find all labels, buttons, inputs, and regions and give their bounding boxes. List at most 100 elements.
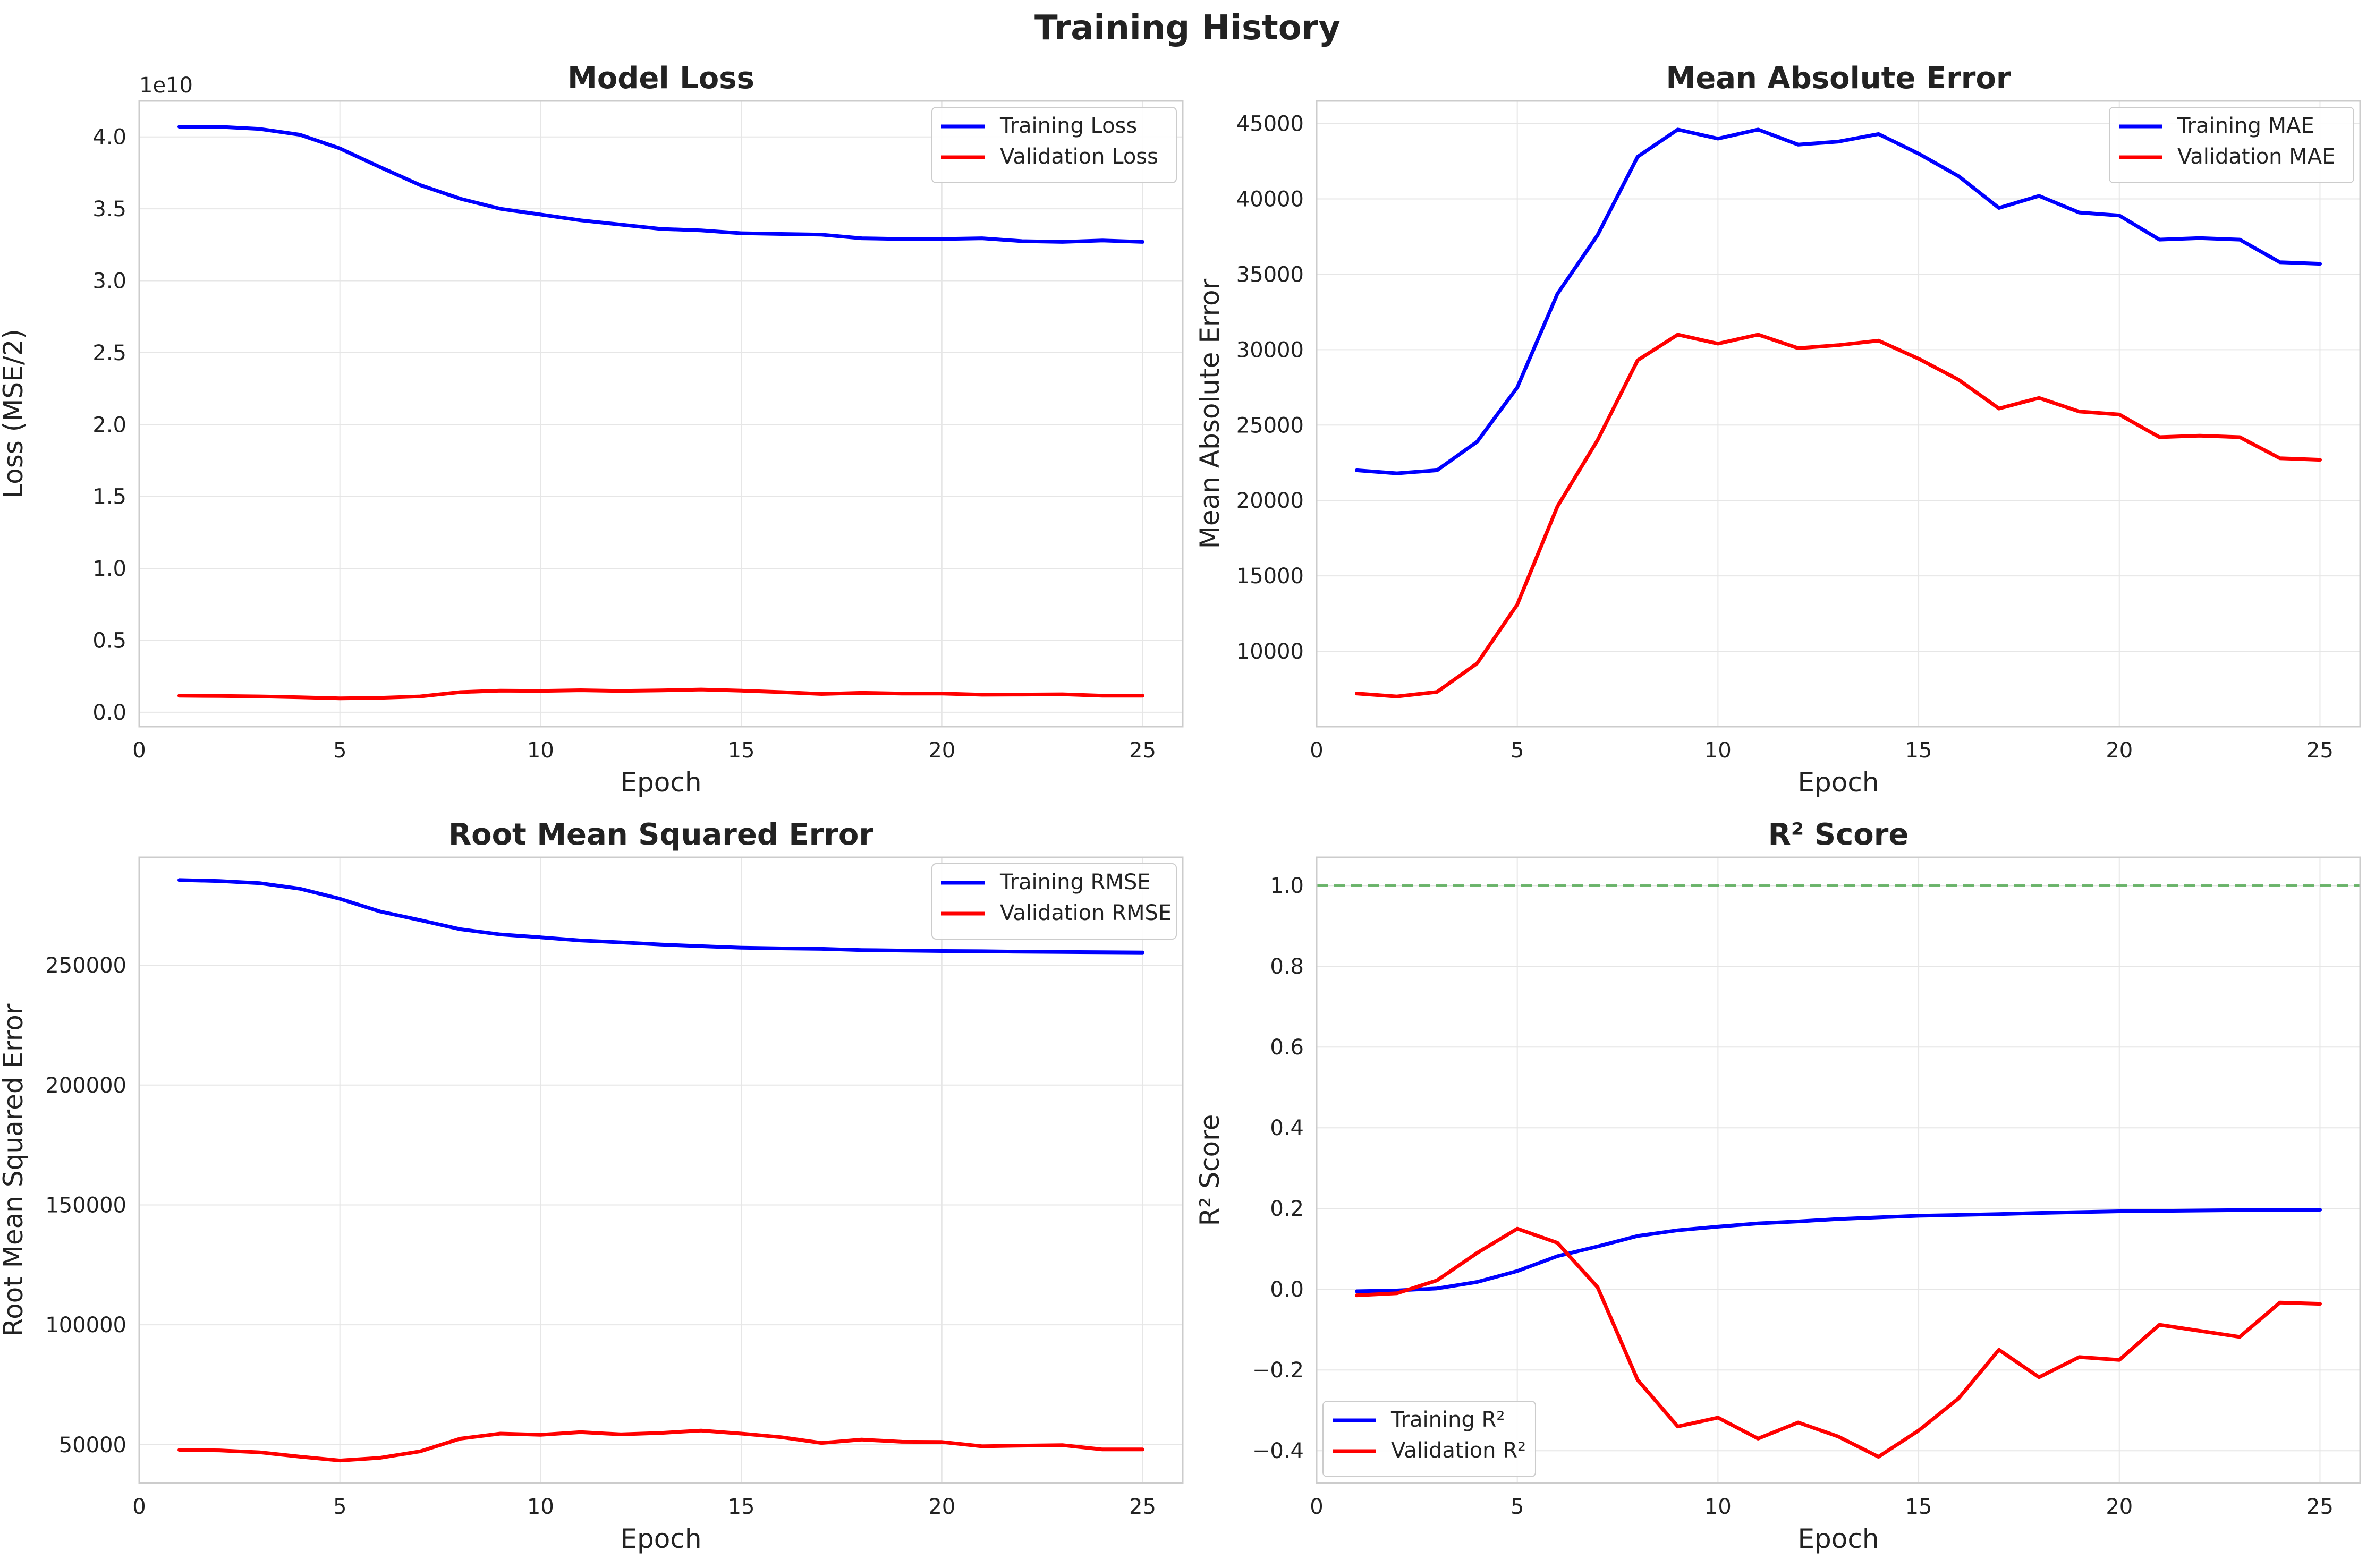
model-loss-x-tick-label: 5	[333, 738, 346, 763]
subplot-grid: 0 5 10 15 20 25 0.0 0.5 1.0 1.5 2.0 2.5 3.0 3.5 4.0 1e1…	[0, 61, 2361, 1554]
model-loss-legend: Training Loss Validation Loss	[931, 107, 1177, 183]
model-loss-x-tick-label: 0	[132, 738, 146, 763]
mean-absolute-error-x-tick-label: 25	[2306, 738, 2334, 763]
r2-score-y-tick-label: −0.4	[1252, 1439, 1304, 1463]
root-mean-squared-error-x-tick-label: 25	[1129, 1495, 1156, 1519]
validation-r2-legend-label: Validation R²	[1391, 1438, 1526, 1463]
model-loss-x-axis-label: Epoch	[620, 767, 701, 798]
model-loss-y-tick-label: 1.0	[92, 557, 126, 581]
root-mean-squared-error-y-axis-label: Root Mean Squared Error	[0, 1003, 29, 1336]
model-loss-y-tick-label: 2.5	[92, 341, 126, 365]
model-loss-y-offset-label: 1e10	[139, 73, 193, 98]
r2-score-x-tick-label: 20	[2106, 1495, 2133, 1519]
mean-absolute-error-x-tick-label: 15	[1905, 738, 1932, 763]
r2-score-frame	[1316, 856, 2361, 1484]
r2-score-y-tick-label: 1.0	[1270, 874, 1304, 898]
r2-score-x-tick-label: 25	[2306, 1495, 2334, 1519]
model-loss-y-tick-label: 1.5	[92, 485, 126, 509]
r2-score-title: R² Score	[1768, 817, 1909, 852]
r2-score-x-tick-label: 5	[1511, 1495, 1524, 1519]
validation-rmse-line	[177, 1428, 1144, 1463]
mean-absolute-error-y-axis-label: Mean Absolute Error	[1194, 278, 1225, 549]
training-loss-line	[177, 125, 1144, 244]
root-mean-squared-error-y-tick-label: 200000	[45, 1073, 126, 1098]
model-loss-title: Model Loss	[567, 61, 754, 96]
validation-loss-line	[177, 687, 1144, 701]
root-mean-squared-error-x-tick-label: 15	[728, 1495, 755, 1519]
r2-score-y-tick-label: 0.8	[1270, 955, 1304, 979]
validation-loss-legend-label: Validation Loss	[1000, 144, 1158, 169]
mean-absolute-error-x-tick-label: 0	[1310, 738, 1323, 763]
mean-absolute-error-plot-area	[1317, 101, 2360, 727]
mean-absolute-error-x-axis-label: Epoch	[1797, 767, 1879, 798]
model-loss-x-tick-label: 15	[728, 738, 755, 763]
r2-score-y-tick-label: 0.4	[1270, 1116, 1304, 1140]
r2-score-x-tick-label: 15	[1905, 1495, 1932, 1519]
mean-absolute-error-y-tick-label: 25000	[1236, 413, 1304, 438]
r2-score-legend: Training R² Validation R²	[1322, 1401, 1536, 1477]
r2-score-x-axis-label: Epoch	[1797, 1523, 1879, 1554]
figure-title: Training History	[1034, 8, 1341, 48]
root-mean-squared-error-x-tick-label: 10	[527, 1495, 554, 1519]
mean-absolute-error-y-tick-label: 40000	[1236, 188, 1304, 212]
root-mean-squared-error-x-axis-label: Epoch	[620, 1523, 701, 1554]
model-loss-y-tick-label: 2.0	[92, 413, 126, 437]
root-mean-squared-error-plot-area	[139, 857, 1183, 1483]
model-loss-y-tick-label: 3.0	[92, 269, 126, 294]
root-mean-squared-error-panel: 0 5 10 15 20 25 50000 100000 150000 200000 250000 R…	[0, 817, 1184, 1554]
r2-score-y-tick-label: −0.2	[1252, 1358, 1304, 1383]
mean-absolute-error-x-tick-label: 5	[1511, 738, 1524, 763]
mean-absolute-error-x-tick-label: 10	[1704, 738, 1732, 763]
root-mean-squared-error-title: Root Mean Squared Error	[448, 817, 873, 852]
r2-score-x-tick-label: 0	[1310, 1495, 1323, 1519]
r2-score-y-tick-label: 0.6	[1270, 1035, 1304, 1060]
root-mean-squared-error-x-tick-label: 0	[132, 1495, 146, 1519]
model-loss-x-tick-label: 25	[1129, 738, 1156, 763]
mean-absolute-error-legend: Training MAE Validation MAE	[2109, 107, 2354, 183]
root-mean-squared-error-y-tick-label: 150000	[45, 1193, 126, 1217]
r2-score-x-tick-label: 10	[1704, 1495, 1732, 1519]
root-mean-squared-error-frame	[138, 856, 1184, 1484]
mean-absolute-error-y-tick-label: 10000	[1236, 640, 1304, 664]
model-loss-x-tick-label: 20	[928, 738, 955, 763]
mean-absolute-error-y-tick-label: 45000	[1236, 112, 1304, 137]
training-mae-legend-label: Training MAE	[2177, 114, 2314, 138]
training-mae-line	[1355, 127, 2322, 475]
root-mean-squared-error-x-tick-label: 20	[928, 1495, 955, 1519]
r2-score-y-tick-label: 0.2	[1270, 1197, 1304, 1221]
model-loss-frame	[138, 100, 1184, 728]
mean-absolute-error-panel: 0 5 10 15 20 25 10000 15000 20000 25000 30000 35000…	[1194, 61, 2361, 798]
model-loss-y-tick-label: 0.0	[92, 701, 126, 725]
validation-r2-line	[1355, 1226, 2322, 1459]
mean-absolute-error-legend-box	[2109, 107, 2354, 183]
r2-score-panel: 0 5 10 15 20 25 −0.4 −0.2 0.0 0.2 0.4 0.6 0.8 1.0 R² S…	[1194, 817, 2361, 1554]
validation-mae-legend-label: Validation MAE	[2177, 144, 2335, 169]
root-mean-squared-error-x-tick-label: 5	[333, 1495, 346, 1519]
validation-mae-line	[1355, 333, 2322, 698]
training-r2-legend-label: Training R²	[1390, 1408, 1505, 1432]
r2-score-y-axis-label: R² Score	[1194, 1114, 1225, 1226]
validation-rmse-legend-label: Validation RMSE	[1000, 901, 1172, 925]
mean-absolute-error-y-tick-label: 30000	[1236, 338, 1304, 362]
r2-score-y-tick-label: 0.0	[1270, 1277, 1304, 1302]
model-loss-y-tick-label: 4.0	[92, 125, 126, 150]
training-r2-line	[1355, 1208, 2322, 1293]
root-mean-squared-error-legend-box	[931, 863, 1177, 940]
model-loss-x-tick-label: 10	[527, 738, 554, 763]
mean-absolute-error-x-tick-label: 20	[2106, 738, 2133, 763]
mean-absolute-error-y-tick-label: 20000	[1236, 489, 1304, 513]
mean-absolute-error-y-tick-label: 35000	[1236, 262, 1304, 287]
root-mean-squared-error-y-tick-label: 50000	[59, 1433, 126, 1458]
model-loss-y-axis-label: Loss (MSE/2)	[0, 329, 29, 499]
root-mean-squared-error-y-tick-label: 100000	[45, 1313, 126, 1337]
mean-absolute-error-frame	[1316, 100, 2361, 728]
mean-absolute-error-y-tick-label: 15000	[1236, 564, 1304, 589]
training-rmse-legend-label: Training RMSE	[999, 870, 1151, 894]
training-loss-legend-label: Training Loss	[999, 114, 1137, 138]
model-loss-plot-area	[139, 101, 1183, 727]
model-loss-panel: 0 5 10 15 20 25 0.0 0.5 1.0 1.5 2.0 2.5 3.0 3.5 4.0 1e1…	[0, 61, 1184, 798]
r2-score-plot-area	[1317, 857, 2360, 1483]
mean-absolute-error-title: Mean Absolute Error	[1666, 61, 2011, 96]
model-loss-y-tick-label: 0.5	[92, 629, 126, 653]
